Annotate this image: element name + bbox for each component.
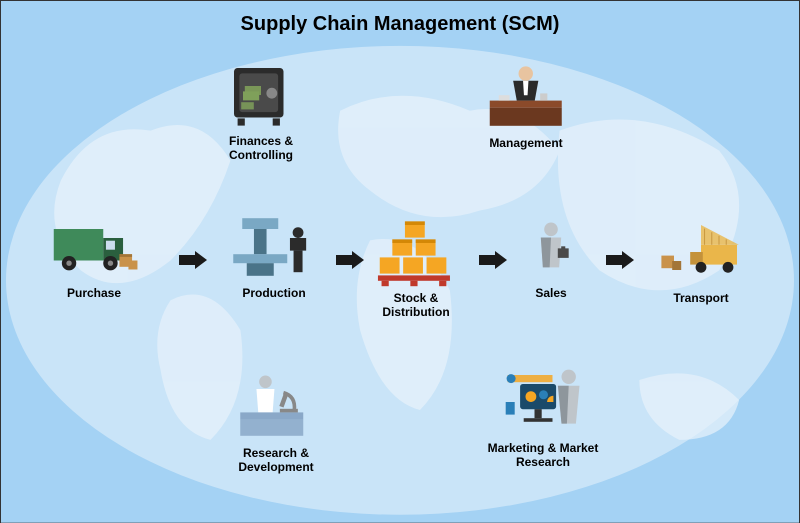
node-label-sales: Sales	[535, 287, 566, 301]
node-label-purchase: Purchase	[67, 287, 121, 301]
node-label-transport: Transport	[673, 292, 728, 306]
analytics-person-icon	[467, 366, 620, 438]
flow-arrow-1	[179, 251, 207, 269]
loading-truck-icon	[650, 216, 752, 288]
flow-arrow-4	[606, 251, 634, 269]
node-purchase: Purchase	[29, 211, 159, 301]
node-label-marketing: Marketing & Market Research	[488, 442, 599, 470]
machine-icon	[227, 211, 321, 283]
node-management: Management	[451, 61, 601, 151]
safe-money-icon	[210, 59, 312, 131]
flow-arrow-3	[479, 251, 507, 269]
node-research: Research & Development	[211, 371, 341, 475]
flow-arrow-2	[336, 251, 364, 269]
node-production: Production	[219, 211, 329, 301]
node-stock: Stock & Distribution	[361, 216, 471, 320]
node-label-production: Production	[242, 287, 305, 301]
node-finances: Finances & Controlling	[201, 59, 321, 163]
node-label-stock: Stock & Distribution	[382, 292, 449, 320]
desk-person-icon	[462, 61, 590, 133]
person-briefcase-icon	[517, 211, 585, 283]
pallet-boxes-icon	[369, 216, 463, 288]
diagram-title: Supply Chain Management (SCM)	[1, 13, 799, 36]
truck-boxes-icon	[39, 211, 150, 283]
microscope-icon	[221, 371, 332, 443]
node-label-research: Research & Development	[238, 447, 313, 475]
node-label-finances: Finances & Controlling	[229, 135, 293, 163]
diagram-canvas: Supply Chain Management (SCM) Purchase P…	[0, 0, 800, 523]
node-marketing: Marketing & Market Research	[453, 366, 633, 470]
node-transport: Transport	[641, 216, 761, 306]
node-label-management: Management	[489, 137, 562, 151]
node-sales: Sales	[511, 211, 591, 301]
